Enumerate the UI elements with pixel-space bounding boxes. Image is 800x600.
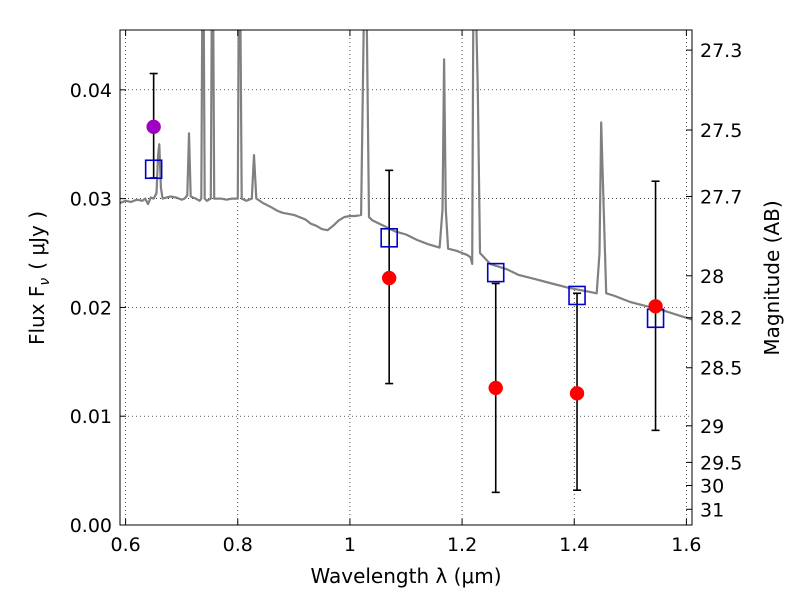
observed-circle-marker: [648, 299, 663, 314]
observed-circle-marker: [488, 380, 503, 396]
y2-tick-label: 27.3: [700, 40, 742, 62]
plot-area: [120, 30, 692, 494]
y-axis-label-unit: ( μJy ): [25, 211, 49, 270]
y2-tick-label: 30: [700, 476, 724, 498]
y2-tick-label: 27.5: [700, 120, 742, 142]
y-axis-label-text: Flux F: [25, 286, 49, 345]
x-axis-label: Wavelength λ (μm): [310, 564, 501, 588]
axes: 0.6 0.8 1 1.2 1.4 1.6 0.00 0.01 0.02 0.03 0.04 27.3…: [70, 30, 742, 556]
plot-frame: [119, 29, 693, 526]
y2-axis-label: Magnitude (AB): [760, 200, 784, 355]
y2-tick-label: 27.7: [700, 186, 742, 208]
y-axis-label-subscript: ν: [37, 278, 53, 286]
y-axis-label: Flux Fν ( μJy ): [25, 211, 53, 345]
observed-circle-marker: [146, 119, 161, 135]
x-tick-label: 1: [344, 534, 356, 556]
y2-tick-label: 28.5: [700, 358, 742, 380]
model-square-marker: [380, 227, 398, 248]
model-square-marker: [568, 285, 586, 306]
y-tick-label: 0.04: [70, 80, 112, 102]
x-tick-label: 0.8: [223, 534, 253, 556]
model-square-marker: [486, 262, 505, 283]
y-tick-label: 0.03: [70, 189, 112, 211]
y2-tick-label: 31: [700, 499, 724, 521]
y2-tick-label: 28.2: [700, 308, 742, 330]
model-square-marker: [144, 159, 163, 180]
y-tick-label: 0.02: [70, 297, 112, 319]
y-tick-label: 0.01: [70, 406, 112, 428]
y2-tick-label: 29.5: [700, 452, 742, 474]
spectrum-line: [120, 30, 692, 321]
y2-tick-label: 28: [700, 266, 724, 288]
x-tick-label: 0.6: [110, 534, 140, 556]
y-tick-label: 0.00: [70, 515, 112, 537]
y2-tick-label: 29: [700, 416, 724, 438]
observed-circle-marker: [569, 386, 585, 401]
x-tick-label: 1.4: [559, 534, 589, 556]
observed-circle-marker: [381, 270, 397, 286]
x-tick-label: 1.6: [671, 534, 701, 556]
x-tick-label: 1.2: [447, 534, 477, 556]
